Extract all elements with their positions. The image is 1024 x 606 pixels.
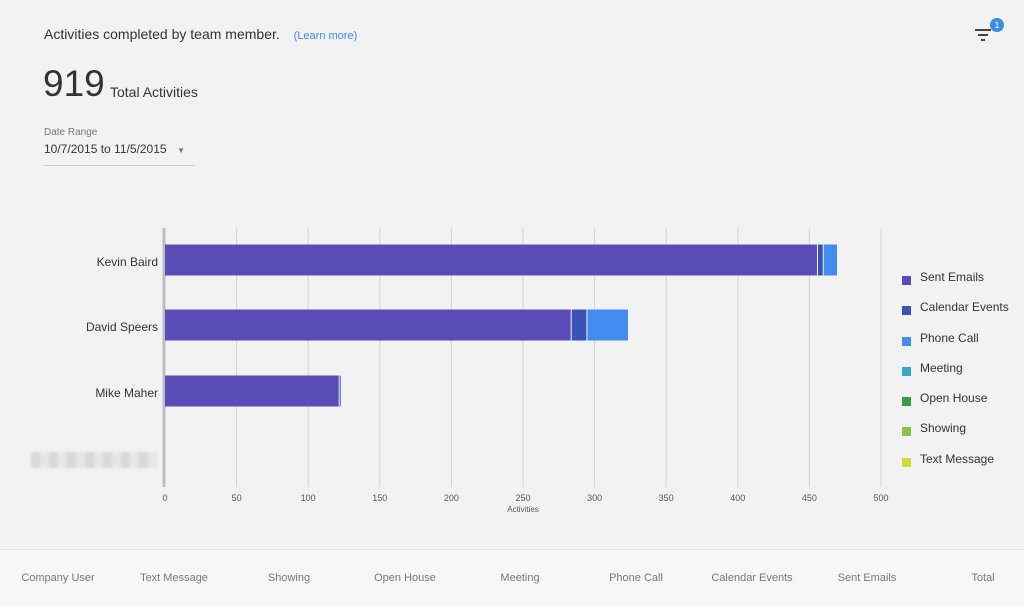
filter-button[interactable]: 1 bbox=[972, 18, 1004, 46]
report-title-text: Activities completed by team member. bbox=[44, 26, 280, 42]
legend-item: Showing bbox=[902, 421, 1009, 451]
legend-swatch bbox=[902, 366, 911, 376]
x-tick-label: 200 bbox=[444, 493, 459, 503]
row-label-kevin-baird: Kevin Baird bbox=[96, 255, 158, 269]
legend-swatch bbox=[902, 336, 911, 346]
row-label-mike-maher: Mike Maher bbox=[95, 386, 158, 400]
column-header-total[interactable]: Total bbox=[971, 572, 995, 584]
x-tick-label: 400 bbox=[730, 493, 745, 503]
legend-swatch bbox=[902, 427, 911, 437]
column-header-text-message[interactable]: Text Message bbox=[140, 572, 208, 584]
table-header-row: Company User Text Message Showing Open H… bbox=[0, 549, 1024, 606]
bar-segment bbox=[165, 309, 571, 341]
total-activities-label: Total Activities bbox=[110, 84, 198, 100]
x-tick-label: 450 bbox=[802, 493, 817, 503]
x-tick-label: 0 bbox=[162, 493, 167, 503]
legend-swatch bbox=[902, 457, 911, 467]
x-axis-title: Activities bbox=[507, 505, 539, 514]
learn-more-link[interactable]: (Learn more) bbox=[293, 30, 358, 42]
filter-icon bbox=[975, 29, 991, 41]
legend-item: Phone Call bbox=[902, 331, 1009, 361]
column-header-company-user[interactable]: Company User bbox=[21, 572, 95, 584]
legend-swatch bbox=[902, 276, 911, 285]
legend-swatch bbox=[902, 397, 911, 407]
total-activities-count: 919 bbox=[43, 63, 105, 104]
activities-chart: 0 50 100 150 200 250 300 350 400 450 500 Activities bbox=[162, 228, 889, 514]
legend-label: Meeting bbox=[920, 360, 963, 375]
x-tick-label: 500 bbox=[873, 493, 888, 503]
legend-item: Text Message bbox=[902, 452, 1009, 482]
x-tick-label: 100 bbox=[301, 493, 316, 503]
bar-segment bbox=[165, 375, 339, 407]
chevron-down-icon: ▼ bbox=[177, 146, 185, 155]
legend-label: Phone Call bbox=[920, 330, 979, 345]
legend-label: Calendar Events bbox=[920, 300, 1009, 315]
filter-count-badge: 1 bbox=[990, 18, 1004, 32]
legend-label: Open House bbox=[920, 391, 988, 406]
x-tick-label: 150 bbox=[372, 493, 387, 503]
x-tick-label: 250 bbox=[515, 493, 530, 503]
column-header-phone-call[interactable]: Phone Call bbox=[609, 572, 663, 584]
legend-item: Calendar Events bbox=[902, 300, 1009, 330]
column-header-showing[interactable]: Showing bbox=[267, 572, 311, 584]
redacted-row-label bbox=[31, 452, 157, 468]
column-header-calendar-events[interactable]: Calendar Events bbox=[711, 572, 793, 584]
column-header-meeting[interactable]: Meeting bbox=[500, 572, 540, 584]
column-header-sent-emails[interactable]: Sent Emails bbox=[837, 572, 897, 584]
report-title: Activities completed by team member. (Le… bbox=[44, 26, 357, 42]
x-tick-label: 350 bbox=[659, 493, 674, 503]
bar-segment bbox=[571, 309, 587, 341]
date-range-select[interactable]: 10/7/2015 to 11/5/2015 ▼ bbox=[44, 142, 195, 166]
column-header-open-house[interactable]: Open House bbox=[374, 572, 436, 584]
legend-item: Sent Emails bbox=[902, 270, 1009, 300]
date-range-label: Date Range bbox=[44, 127, 98, 138]
date-range-value: 10/7/2015 to 11/5/2015 bbox=[44, 142, 167, 156]
legend-swatch bbox=[902, 306, 911, 316]
legend-item: Open House bbox=[902, 391, 1009, 421]
legend-label: Showing bbox=[920, 421, 967, 436]
bar-segment bbox=[165, 244, 817, 276]
chart-legend: Sent Emails Calendar Events Phone Call M… bbox=[902, 270, 1009, 482]
x-tick-label: 300 bbox=[587, 493, 602, 503]
bar-segment bbox=[823, 244, 838, 276]
legend-label: Sent Emails bbox=[920, 270, 985, 284]
legend-item: Meeting bbox=[902, 361, 1009, 391]
bar-segment bbox=[339, 375, 341, 407]
x-tick-label: 50 bbox=[232, 493, 242, 503]
row-label-david-speers: David Speers bbox=[85, 320, 158, 334]
legend-label: Text Message bbox=[920, 451, 995, 466]
bar-segment bbox=[587, 309, 628, 341]
bar-segment bbox=[817, 244, 823, 276]
